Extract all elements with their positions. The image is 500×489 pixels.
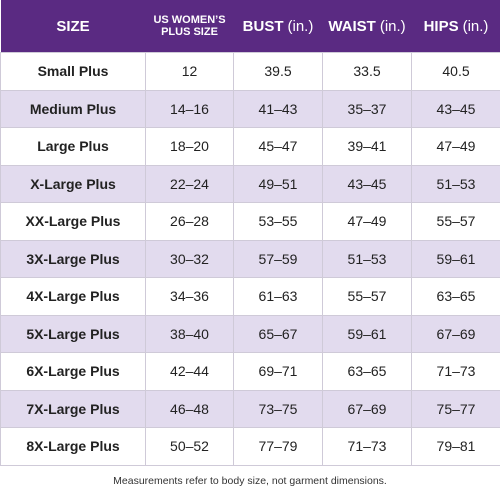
header-unit: (in.) — [462, 17, 489, 35]
measure-cell: 42–44 — [145, 352, 234, 391]
size-name: Medium Plus — [0, 89, 146, 128]
measure-cell: 51–53 — [322, 239, 412, 278]
size-name: 3X-Large Plus — [0, 239, 146, 278]
measure-cell: 45–47 — [233, 127, 323, 166]
header-label: US WOMEN’S — [153, 14, 226, 26]
table-row: 5X-Large Plus 38–40 65–67 59–61 67–69 — [0, 314, 500, 353]
measure-cell: 49–51 — [233, 164, 323, 203]
measure-cell: 47–49 — [322, 202, 412, 241]
table-row: X-Large Plus 22–24 49–51 43–45 51–53 — [0, 164, 500, 203]
table-row: Small Plus 12 39.5 33.5 40.5 — [0, 52, 500, 91]
measure-cell: 41–43 — [233, 89, 323, 128]
measure-cell: 46–48 — [145, 389, 234, 428]
measure-cell: 12 — [145, 52, 234, 91]
measure-cell: 51–53 — [411, 164, 500, 203]
measure-cell: 39–41 — [322, 127, 412, 166]
measure-cell: 57–59 — [233, 239, 323, 278]
measure-cell: 67–69 — [411, 314, 500, 353]
size-name: Small Plus — [0, 52, 146, 91]
measure-cell: 34–36 — [145, 277, 234, 316]
header-label: HIPS — [423, 17, 459, 35]
measure-cell: 55–57 — [411, 202, 500, 241]
measure-cell: 71–73 — [411, 352, 500, 391]
measure-cell: 30–32 — [145, 239, 234, 278]
column-header: HIPS (in.) — [411, 0, 500, 53]
measure-cell: 67–69 — [322, 389, 412, 428]
measure-cell: 75–77 — [411, 389, 500, 428]
measure-cell: 63–65 — [322, 352, 412, 391]
header-row: SIZE US WOMEN’S PLUS SIZE BUST (in.) WAIST (in… — [0, 0, 500, 53]
measure-cell: 39.5 — [233, 52, 323, 91]
size-name: 5X-Large Plus — [0, 314, 146, 353]
column-header: US WOMEN’S PLUS SIZE — [145, 0, 234, 53]
measure-cell: 55–57 — [322, 277, 412, 316]
measure-cell: 53–55 — [233, 202, 323, 241]
measure-cell: 79–81 — [411, 427, 500, 466]
table-head: SIZE US WOMEN’S PLUS SIZE BUST (in.) WAIST (in… — [0, 0, 500, 53]
size-name: X-Large Plus — [0, 164, 146, 203]
measure-cell: 38–40 — [145, 314, 234, 353]
table-row: 6X-Large Plus 42–44 69–71 63–65 71–73 — [0, 352, 500, 391]
header-label: BUST — [242, 17, 284, 35]
measure-cell: 63–65 — [411, 277, 500, 316]
header-label: SIZE — [56, 17, 90, 35]
size-name: XX-Large Plus — [0, 202, 146, 241]
measure-cell: 61–63 — [233, 277, 323, 316]
measure-cell: 59–61 — [322, 314, 412, 353]
measure-cell: 59–61 — [411, 239, 500, 278]
measure-cell: 40.5 — [411, 52, 500, 91]
table-row: XX-Large Plus 26–28 53–55 47–49 55–57 — [0, 202, 500, 241]
measure-cell: 22–24 — [145, 164, 234, 203]
size-name: 7X-Large Plus — [0, 389, 146, 428]
size-name: 4X-Large Plus — [0, 277, 146, 316]
measure-cell: 71–73 — [322, 427, 412, 466]
table-row: Large Plus 18–20 45–47 39–41 47–49 — [0, 127, 500, 166]
header-label: WAIST — [328, 17, 376, 35]
measure-cell: 77–79 — [233, 427, 323, 466]
table-row: Medium Plus 14–16 41–43 35–37 43–45 — [0, 89, 500, 128]
table-row: 4X-Large Plus 34–36 61–63 55–57 63–65 — [0, 277, 500, 316]
table-body: Small Plus 12 39.5 33.5 40.5 Medium Plus 14–16… — [0, 52, 500, 466]
column-header: WAIST (in.) — [322, 0, 412, 53]
size-name: 8X-Large Plus — [0, 427, 146, 466]
table-row: 7X-Large Plus 46–48 73–75 67–69 75–77 — [0, 389, 500, 428]
measure-cell: 50–52 — [145, 427, 234, 466]
header-label: PLUS SIZE — [161, 26, 218, 38]
measure-cell: 65–67 — [233, 314, 323, 353]
footnote: Measurements refer to body size, not gar… — [113, 474, 387, 487]
size-name: Large Plus — [0, 127, 146, 166]
header-unit: (in.) — [287, 17, 314, 35]
column-header: BUST (in.) — [233, 0, 323, 53]
measure-cell: 18–20 — [145, 127, 234, 166]
measure-cell: 47–49 — [411, 127, 500, 166]
measure-cell: 43–45 — [411, 89, 500, 128]
measure-cell: 43–45 — [322, 164, 412, 203]
size-name: 6X-Large Plus — [0, 352, 146, 391]
size-table: SIZE US WOMEN’S PLUS SIZE BUST (in.) WAIST (in… — [0, 0, 500, 466]
column-header: SIZE — [0, 0, 146, 53]
header-unit: (in.) — [379, 17, 406, 35]
table-row: 8X-Large Plus 50–52 77–79 71–73 79–81 — [0, 427, 500, 466]
measure-cell: 35–37 — [322, 89, 412, 128]
measure-cell: 14–16 — [145, 89, 234, 128]
measure-cell: 26–28 — [145, 202, 234, 241]
measure-cell: 73–75 — [233, 389, 323, 428]
measure-cell: 33.5 — [322, 52, 412, 91]
measure-cell: 69–71 — [233, 352, 323, 391]
table-row: 3X-Large Plus 30–32 57–59 51–53 59–61 — [0, 239, 500, 278]
